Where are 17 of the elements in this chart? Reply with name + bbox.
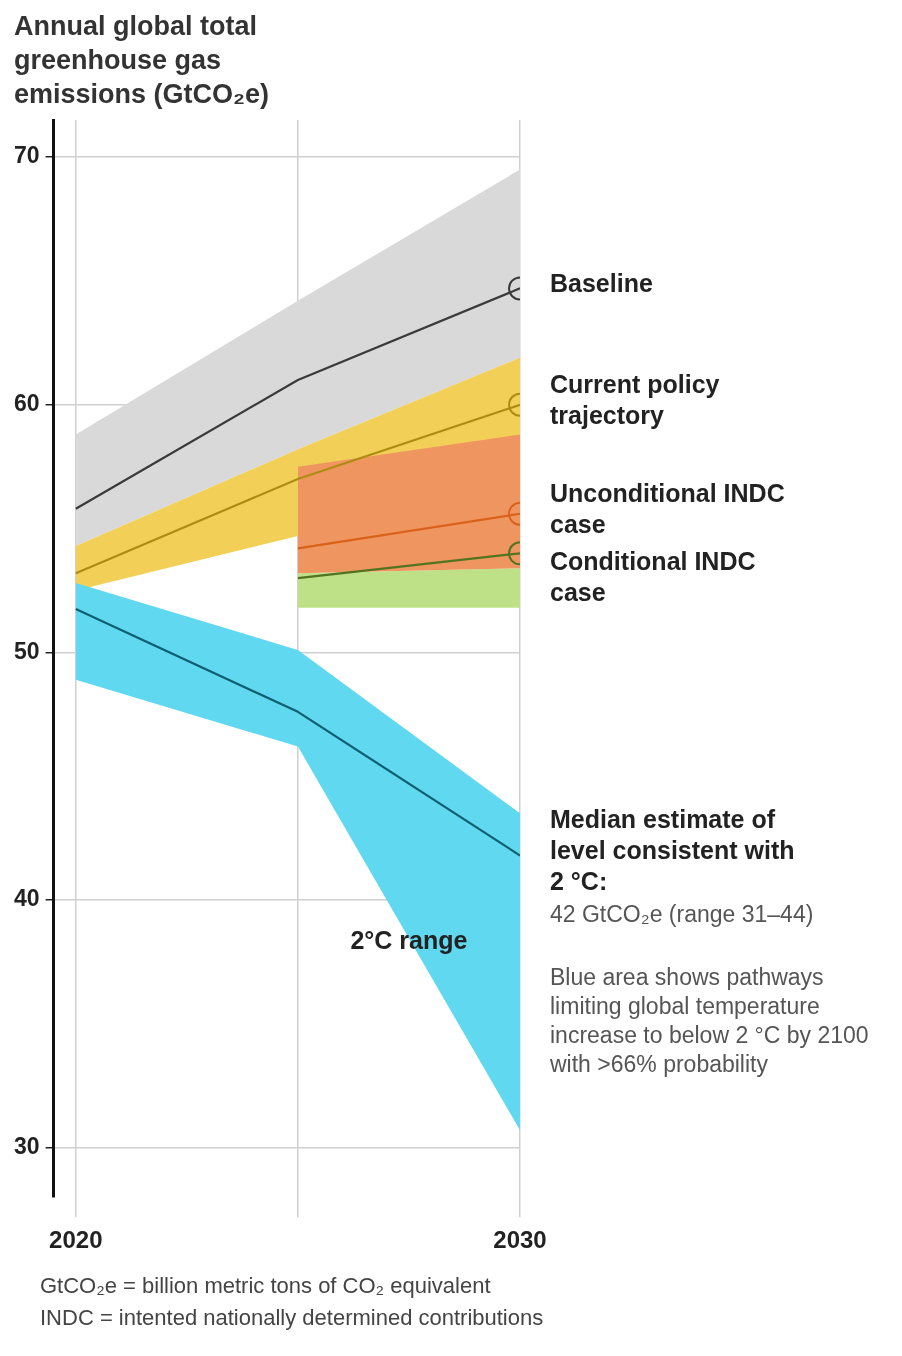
series-label: Current policy trajectory xyxy=(550,370,720,430)
text: 42 GtCO₂e (range 31–44) xyxy=(550,900,814,927)
text: Blue area shows pathways limiting global temperature increase to below 2 °C by 2100 with >66% probability xyxy=(549,963,869,1077)
y-tick-label: 50 xyxy=(13,637,40,664)
x-tick-label: 2030 xyxy=(493,1226,547,1254)
x-tick-label: 2020 xyxy=(49,1226,103,1254)
chart-title: Annual global total greenhouse gas emissions (GtCO₂e) xyxy=(14,10,270,109)
y-tick-label: 70 xyxy=(13,142,40,169)
series-label: Unconditional INDC case xyxy=(550,479,785,539)
y-tick-label: 30 xyxy=(13,1133,40,1160)
series-label: Baseline xyxy=(550,269,653,298)
series-label: Conditional INDC case xyxy=(550,547,756,607)
text: GtCO₂e = billion metric tons of CO₂ equivalent xyxy=(40,1272,492,1300)
y-tick-label: 60 xyxy=(13,390,40,417)
y-tick-label: 40 xyxy=(13,885,40,912)
text: INDC = intented nationally determined contributions xyxy=(40,1304,545,1332)
series-label: Median estimate of level consistent with 2 °C: xyxy=(550,805,795,896)
